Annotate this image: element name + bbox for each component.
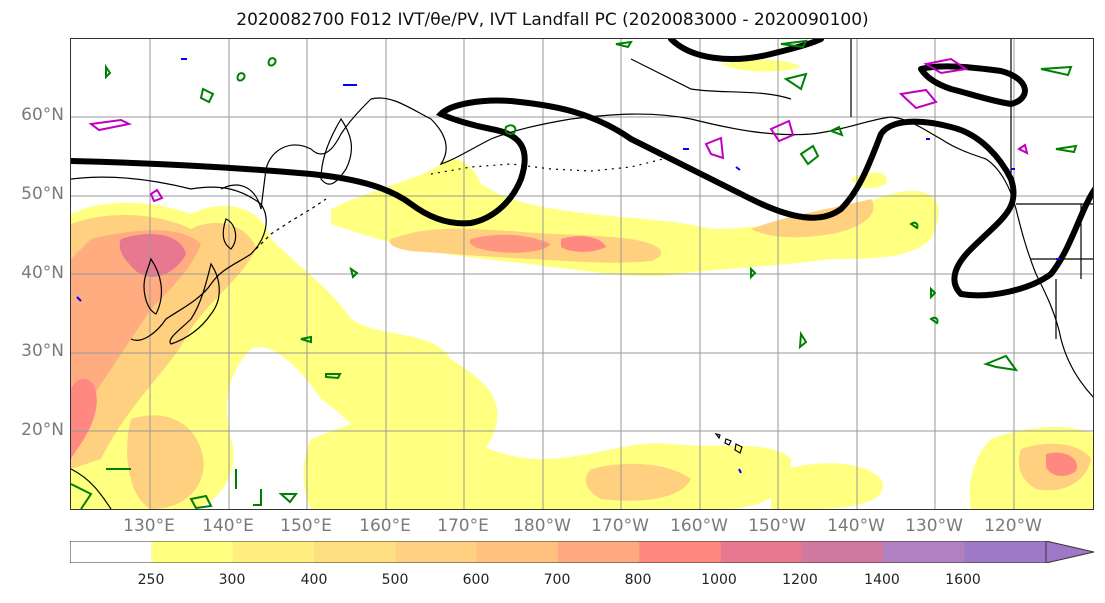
- colorbar-tick-400: 400: [300, 572, 328, 588]
- lat-label-60n: 60°N: [21, 105, 64, 125]
- lon-label-140e: 140°E: [202, 516, 254, 536]
- colorbar-segment: [395, 541, 478, 563]
- colorbar-tick-1600: 1600: [945, 572, 981, 588]
- theta-e-contours: [71, 39, 1078, 509]
- lon-label-120w: 120°W: [984, 516, 1042, 536]
- colorbar-tick-250: 250: [137, 572, 165, 588]
- lon-label-180w: 180°W: [513, 516, 571, 536]
- colorbar-segment: [883, 541, 966, 563]
- colorbar-segment: [964, 541, 1047, 563]
- lon-label-170e: 170°E: [437, 516, 489, 536]
- lon-label-160w: 160°W: [670, 516, 728, 536]
- lon-label-150w: 150°W: [748, 516, 806, 536]
- lon-label-170w: 170°W: [591, 516, 649, 536]
- map-title: 2020082700 F012 IVT/θe/PV, IVT Landfall …: [236, 10, 869, 30]
- lat-label-50n: 50°N: [21, 184, 64, 204]
- colorbar-tick-500: 500: [381, 572, 409, 588]
- pv-contours: [88, 57, 1029, 203]
- colorbar-extend-arrow: [1045, 541, 1094, 563]
- lon-label-140w: 140°W: [827, 516, 885, 536]
- colorbar-segment: [232, 541, 315, 563]
- colorbar-segment: [720, 541, 803, 563]
- ivt-shading: [71, 59, 1093, 509]
- map-canvas: [71, 39, 1093, 509]
- lon-label-160e: 160°E: [359, 516, 411, 536]
- lat-label-30n: 30°N: [21, 341, 64, 361]
- colorbar-segments: [70, 541, 1047, 563]
- colorbar-segment: [70, 541, 152, 563]
- blue-contours: [76, 58, 1060, 474]
- map-panel: [70, 38, 1094, 510]
- colorbar-segment: [476, 541, 559, 563]
- colorbar-segment: [558, 541, 640, 563]
- colorbar-segment: [639, 541, 722, 563]
- colorbar-tick-800: 800: [624, 572, 652, 588]
- colorbar-tick-1000: 1000: [701, 572, 737, 588]
- colorbar-tick-1200: 1200: [782, 572, 818, 588]
- lat-label-20n: 20°N: [21, 420, 64, 440]
- lon-label-150e: 150°E: [280, 516, 332, 536]
- colorbar-tick-700: 700: [543, 572, 571, 588]
- lon-label-130e: 130°E: [123, 516, 175, 536]
- jet-contour: [71, 39, 1093, 299]
- colorbar-tick-600: 600: [462, 572, 490, 588]
- colorbar-segment: [314, 541, 396, 563]
- colorbar-segment: [151, 541, 234, 563]
- colorbar-tick-1400: 1400: [864, 572, 900, 588]
- ivt-colorbar: [70, 541, 1094, 563]
- lat-label-40n: 40°N: [21, 263, 64, 283]
- colorbar-tick-300: 300: [218, 572, 246, 588]
- colorbar-segment: [802, 541, 884, 563]
- lon-label-130w: 130°W: [905, 516, 963, 536]
